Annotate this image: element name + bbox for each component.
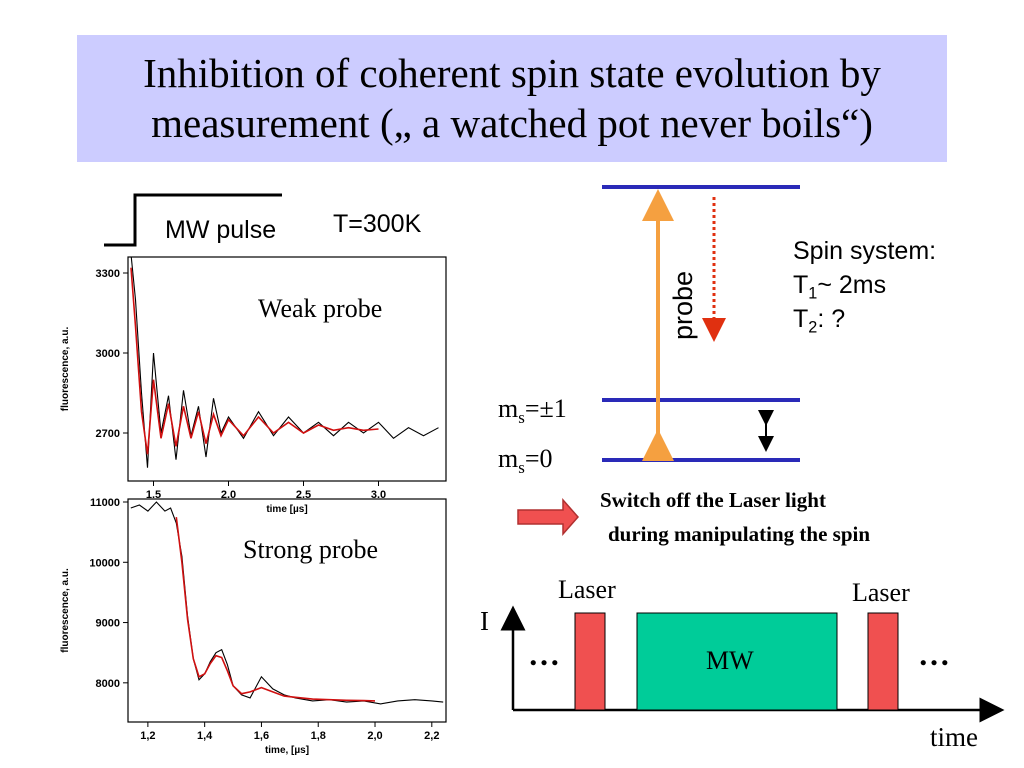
- spin-system-info: Spin system: T1~ 2ms T2: ?: [793, 234, 936, 336]
- strong-probe-x-tick-label: 1,4: [197, 730, 213, 742]
- t1-value: T1~ 2ms: [793, 271, 887, 303]
- spin-system-heading: Spin system:: [793, 237, 937, 265]
- strong-probe-y-tick-label: 8000: [96, 678, 120, 690]
- strong-probe-annotation: Strong probe: [243, 535, 379, 564]
- strong-probe-y-tick-label: 11000: [90, 497, 120, 509]
- weak-probe-y-axis-label: fluorescence, a.u.: [60, 327, 71, 412]
- mw-pulse-label: MW pulse: [165, 216, 277, 244]
- weak-probe-x-tick-label: 2.5: [296, 489, 311, 501]
- laser-right-label: Laser: [852, 578, 910, 607]
- strong-probe-x-tick-label: 1,2: [140, 730, 155, 742]
- slide-title-line-2: measurement („ a watched pot never boils…: [151, 100, 873, 146]
- switch-note-line-2: during manipulating the spin: [608, 522, 871, 546]
- strong-probe-x-axis-label: time, [µs]: [265, 745, 309, 756]
- strong-probe-x-tick-label: 1,8: [311, 730, 326, 742]
- switch-note-line-1: Switch off the Laser light: [600, 488, 826, 512]
- weak-probe-x-tick-label: 2.0: [221, 489, 236, 501]
- weak-probe-x-tick-label: 3.0: [371, 489, 386, 501]
- weak-probe-y-tick-label: 3000: [96, 348, 120, 360]
- t2-value: T2: ?: [793, 305, 846, 337]
- strong-probe-y-tick-label: 10000: [89, 557, 120, 569]
- strong-probe-plot-frame: [127, 498, 447, 723]
- weak-probe-x-axis-label: time [µs]: [266, 504, 307, 515]
- ellipsis-right: …: [918, 636, 950, 672]
- strong-probe-fit-series: [175, 517, 376, 702]
- title-box: Inhibition of coherent spin state evolut…: [77, 35, 947, 162]
- weak-probe-y-tick-label: 3300: [96, 268, 120, 280]
- strong-probe-y-tick-label: 9000: [96, 618, 120, 630]
- weak-probe-plot-frame: [127, 256, 447, 482]
- strong-probe-x-tick-label: 2,0: [367, 730, 382, 742]
- strong-probe-x-tick-label: 2,2: [424, 730, 439, 742]
- laser-left-label: Laser: [558, 575, 616, 604]
- temperature-label: T=300K: [333, 210, 422, 238]
- weak-probe-y-tick-label: 2700: [96, 428, 120, 440]
- intensity-axis-label: I: [480, 606, 489, 636]
- mw-block-label: MW: [706, 646, 754, 675]
- probe-label: probe: [668, 270, 698, 340]
- weak-probe-x-tick-label: 1.5: [146, 489, 161, 501]
- strong-probe-y-axis-label: fluorescence, a.u.: [60, 568, 71, 653]
- ms-0-label: ms=0: [498, 444, 553, 477]
- ms-pm1-label: ms=±1: [498, 394, 567, 427]
- weak-probe-annotation: Weak probe: [258, 294, 383, 323]
- time-axis-label: time: [930, 722, 978, 752]
- weak-probe-fit-series: [130, 267, 379, 455]
- slide-title-line-1: Inhibition of coherent spin state evolut…: [143, 50, 881, 96]
- strong-probe-x-tick-label: 1,6: [254, 730, 269, 742]
- ellipsis-left: …: [528, 636, 560, 672]
